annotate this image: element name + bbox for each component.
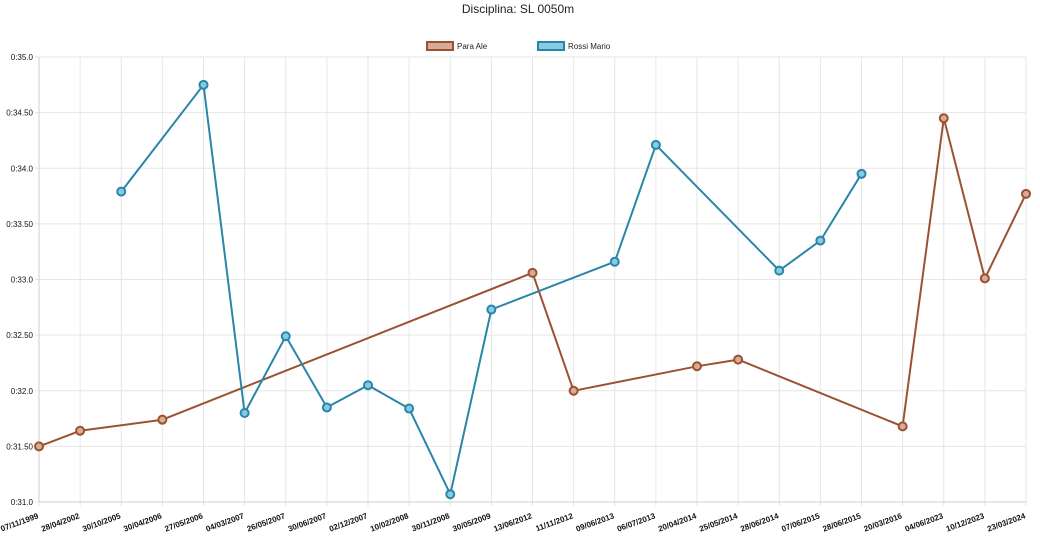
series-layer: [34, 79, 1031, 500]
x-tick-label: 30/05/2009: [451, 511, 492, 533]
series-2: [116, 79, 867, 500]
data-point: [75, 425, 86, 436]
data-point: [321, 402, 332, 413]
x-tick-label: 28/06/2014: [739, 511, 780, 533]
data-point: [527, 267, 538, 278]
data-point: [116, 186, 127, 197]
data-point: [856, 168, 867, 179]
data-point: [1021, 188, 1031, 199]
y-tick-label: 0:34.0: [11, 164, 34, 173]
data-point: [733, 354, 744, 365]
x-tick-label: 30/06/2007: [287, 511, 328, 533]
data-point: [979, 273, 990, 284]
y-tick-label: 0:31.0: [11, 498, 34, 507]
y-tick-label: 0:32.50: [6, 331, 33, 340]
legend-swatch: [426, 41, 454, 51]
y-tick-label: 0:34.50: [6, 109, 33, 118]
y-tick-label: 0:31.50: [6, 442, 33, 451]
y-tick-label: 0:33.0: [11, 276, 34, 285]
x-tick-label: 23/03/2024: [986, 511, 1027, 533]
axes: 0:31.0 0:31.50 0:32.0 0:32.50 0:33.0 0:33.50 0…: [0, 53, 1027, 534]
x-tick-label: 06/07/2013: [616, 511, 657, 533]
legend-label: Rossi Mario: [568, 42, 611, 51]
data-point: [650, 139, 661, 150]
data-point: [774, 265, 785, 276]
x-tick-label: 28/06/2015: [821, 511, 862, 533]
data-point: [239, 408, 250, 418]
y-tick-label: 0:33.50: [6, 220, 33, 229]
data-point: [897, 421, 908, 432]
data-point: [198, 79, 209, 90]
x-tick-label: 26/05/2007: [246, 511, 287, 533]
x-tick-label: 20/04/2014: [657, 511, 698, 533]
x-tick-label: 10/02/2008: [369, 511, 410, 533]
data-point: [157, 414, 168, 425]
x-tick-label: 20/03/2016: [863, 511, 904, 533]
data-point: [692, 361, 702, 372]
x-tick-label: 04/03/2007: [205, 511, 246, 533]
x-tick-label: 13/06/2012: [492, 511, 533, 533]
x-tick-label: 30/10/2005: [81, 511, 122, 533]
x-tick-label: 10/12/2023: [945, 511, 986, 533]
data-point: [34, 441, 44, 452]
grid: [35, 56, 1027, 506]
legend-label: Para Ale: [457, 42, 488, 51]
x-tick-label: 11/11/2012: [534, 511, 574, 533]
x-tick-label: 07/06/2015: [780, 511, 821, 533]
series-1: [34, 113, 1031, 452]
data-point: [404, 403, 415, 414]
x-tick-label: 04/06/2023: [904, 511, 945, 533]
x-tick-label: 27/05/2006: [163, 511, 204, 533]
data-point: [815, 235, 826, 246]
x-tick-label: 28/04/2002: [40, 511, 81, 533]
data-point: [938, 113, 949, 124]
data-point: [568, 385, 579, 396]
legend-swatch: [537, 41, 565, 51]
data-point: [609, 256, 620, 267]
data-point: [486, 304, 497, 315]
data-point: [363, 380, 373, 391]
series-line: [120, 83, 863, 496]
data-point: [445, 489, 456, 500]
chart-title: Disciplina: SL 0050m: [462, 2, 574, 16]
y-tick-label: 0:32.0: [11, 387, 34, 396]
x-tick-label: 07/11/1999: [0, 511, 40, 533]
legend: Para Ale Rossi Mario: [426, 41, 611, 51]
x-tick-label: 09/06/2013: [575, 511, 616, 533]
x-tick-label: 30/04/2006: [122, 511, 163, 533]
x-tick-label: 30/11/2008: [411, 511, 452, 533]
y-tick-label: 0:35.0: [11, 53, 34, 62]
x-tick-label: 02/12/2007: [328, 511, 369, 533]
x-tick-label: 25/05/2014: [698, 511, 739, 533]
data-point: [280, 331, 291, 342]
